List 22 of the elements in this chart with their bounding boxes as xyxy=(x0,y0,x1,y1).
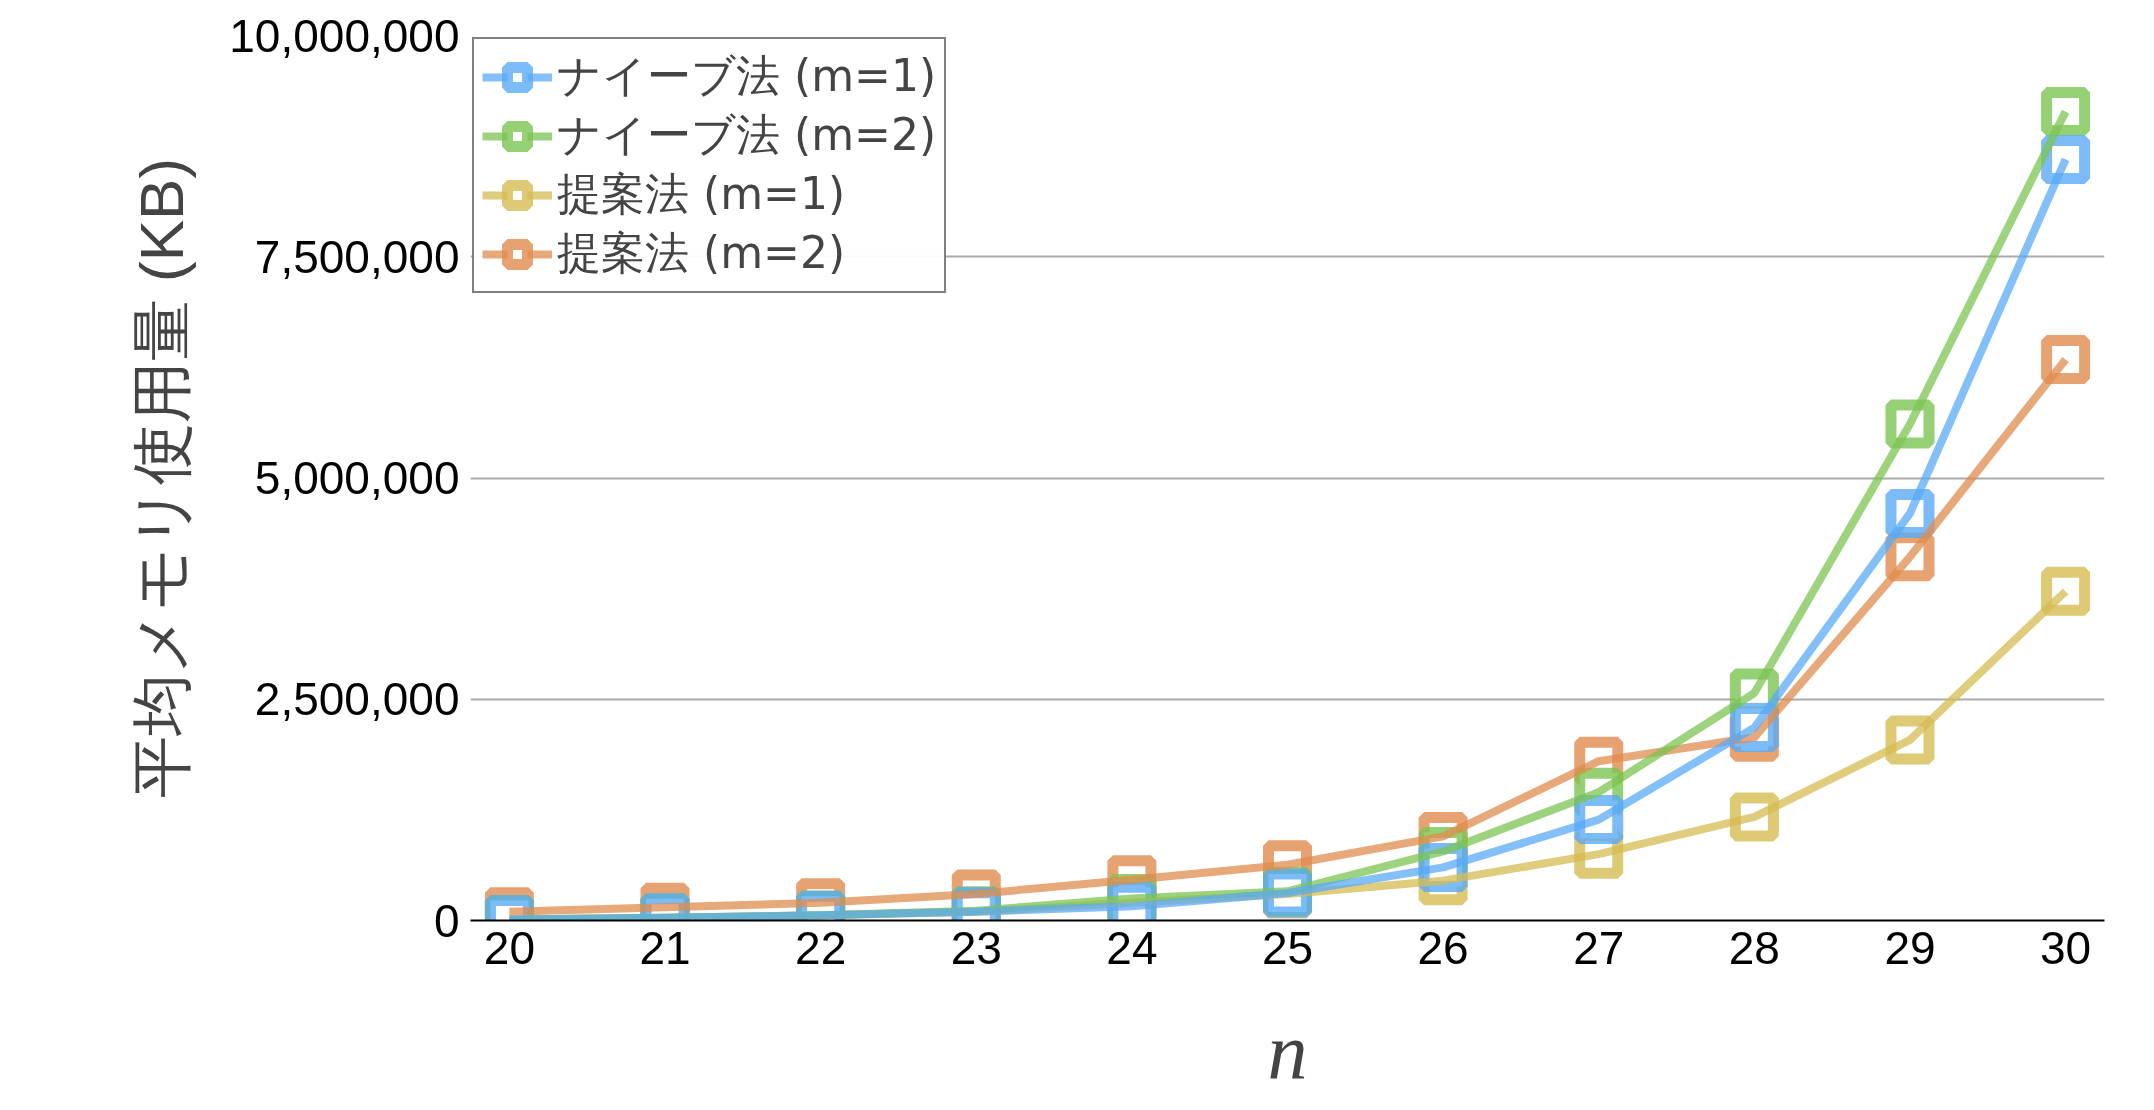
legend-label: ナイーブ法 (m=1) xyxy=(557,49,937,103)
x-tick-label: 26 xyxy=(1417,921,1469,974)
x-tick-label: 24 xyxy=(1106,921,1158,974)
y-axis-title: 平均メモリ使用量 (KB) xyxy=(127,157,197,799)
x-tick-label: 30 xyxy=(2040,921,2092,974)
x-tick-label: 25 xyxy=(1261,921,1314,974)
x-tick-label: 28 xyxy=(1728,921,1780,974)
x-tick-label: 27 xyxy=(1573,921,1625,974)
x-tick-label: 29 xyxy=(1884,921,1936,974)
y-tick-label: 7,500,000 xyxy=(254,230,460,283)
y-tick-label: 2,500,000 xyxy=(254,673,460,726)
x-tick-label: 22 xyxy=(795,921,847,974)
y-tick-label: 10,000,000 xyxy=(229,9,460,62)
legend-label: ナイーブ法 (m=2) xyxy=(557,108,937,162)
legend-label: 提案法 (m=1) xyxy=(557,167,846,221)
y-tick-label: 0 xyxy=(433,894,460,947)
y-tick-label: 5,000,000 xyxy=(254,452,460,504)
x-tick-label: 20 xyxy=(483,921,535,974)
legend-label: 提案法 (m=2) xyxy=(557,226,846,280)
x-axis-title: n xyxy=(1267,1006,1308,1095)
x-tick-label: 23 xyxy=(950,921,1002,974)
x-tick-label: 21 xyxy=(639,921,691,974)
